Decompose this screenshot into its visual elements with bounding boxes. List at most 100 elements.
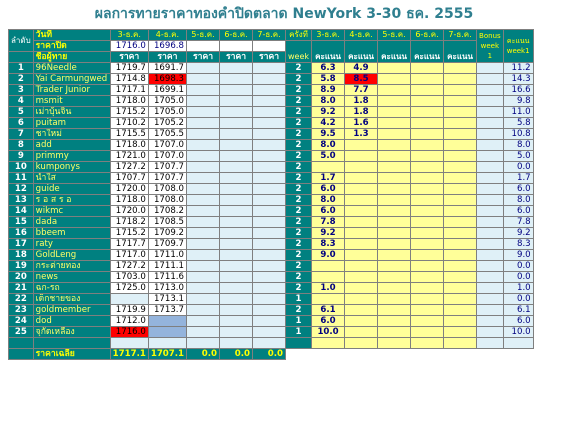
score-cell (443, 172, 478, 184)
price-cell (219, 183, 254, 195)
price-cell (252, 216, 287, 228)
week-cell: 2 (285, 183, 313, 195)
score-header: คะแนน (311, 40, 346, 63)
price-cell: 1710.2 (109, 117, 149, 129)
footer-gap (311, 348, 345, 360)
price-cell (219, 282, 254, 294)
score-date-header: 3-ธ.ค. (311, 29, 346, 41)
footer-gap (377, 348, 411, 360)
price-cell (252, 84, 287, 96)
price-cell (186, 128, 221, 140)
score-cell (344, 326, 379, 338)
score-cell: 8.5 (344, 73, 379, 85)
row-number: 5 (8, 106, 34, 118)
price-cell (252, 62, 287, 74)
score-cell: 1.8 (344, 95, 379, 107)
player-name: น้ำใส (32, 172, 111, 184)
table-row: 20 news 1703.0 1711.6 2 0.0 (8, 271, 534, 283)
price-cell (147, 326, 188, 338)
price-cell: 1708.0 (147, 183, 188, 195)
footer-gap (503, 348, 534, 360)
score-cell (344, 249, 379, 261)
score-cell (443, 249, 478, 261)
week-cell: 1 (285, 293, 313, 305)
bonus-cell (476, 227, 504, 239)
price-cell (186, 315, 221, 327)
week-cell: 1 (285, 326, 313, 338)
price-header: ราคา (219, 51, 254, 63)
spacer-cell (344, 337, 379, 349)
total-cell: 1.7 (502, 172, 534, 184)
bonus-cell (476, 271, 504, 283)
score-cell (344, 139, 379, 151)
score-cell (311, 271, 346, 283)
price-cell: 1711.6 (147, 271, 188, 283)
score-cell (377, 227, 412, 239)
total-cell: 8.3 (502, 238, 534, 250)
price-cell (186, 271, 221, 283)
score-cell (443, 304, 478, 316)
price-cell (252, 315, 287, 327)
price-cell: 1717.1 (109, 84, 149, 96)
score-cell: 6.3 (311, 62, 346, 74)
score-cell (443, 282, 478, 294)
price-cell: 1718.0 (109, 194, 149, 206)
score-cell (377, 150, 412, 162)
score-header: คะแนน (344, 40, 379, 63)
date-header: 7-ธ.ค. (252, 29, 287, 41)
row-number: 3 (8, 84, 34, 96)
price-cell (252, 117, 287, 129)
score-date-header: 6-ธ.ค. (410, 29, 445, 41)
score-cell (443, 117, 478, 129)
score-cell (410, 84, 445, 96)
score-cell (443, 205, 478, 217)
score-cell: 5.0 (311, 150, 346, 162)
bonus-cell (476, 117, 504, 129)
price-cell: 1708.2 (147, 205, 188, 217)
price-cell: 1719.7 (109, 62, 149, 74)
score-cell (443, 194, 478, 206)
bonus-cell (476, 73, 504, 85)
total-cell: 5.8 (502, 117, 534, 129)
price-cell (252, 326, 287, 338)
total-header: คะแนน week1 (502, 29, 534, 63)
player-name: wikmc (32, 205, 111, 217)
week-cell: 1 (285, 315, 313, 327)
score-cell (344, 194, 379, 206)
week-cell: 2 (285, 282, 313, 294)
score-cell (443, 183, 478, 195)
score-cell (377, 73, 412, 85)
page-title: ผลการทายราคาทองคำปิดตลาด NewYork 3-30 ธค… (94, 6, 474, 22)
price-cell: 1715.5 (109, 128, 149, 140)
row-number: 12 (8, 183, 34, 195)
spacer-cell (377, 337, 412, 349)
table-row: 5 เม่าบุ้นจิ้น 1715.2 1705.0 2 9.2 1.8 11.0 (8, 106, 534, 118)
score-cell (377, 326, 412, 338)
week-cell: 2 (285, 238, 313, 250)
price-cell (219, 227, 254, 239)
bonus-cell (476, 315, 504, 327)
price-cell: 1716.0 (109, 326, 149, 338)
price-cell (186, 172, 221, 184)
price-cell: 1708.0 (147, 194, 188, 206)
score-cell (377, 260, 412, 272)
week-cell: 2 (285, 205, 313, 217)
price-cell (186, 260, 221, 272)
price-cell (186, 117, 221, 129)
date-label: วันที่ (32, 29, 111, 41)
price-cell (252, 304, 287, 316)
row-number: 6 (8, 117, 34, 129)
average-value: 1707.1 (147, 348, 188, 360)
bonus-cell (476, 106, 504, 118)
price-cell: 1698.3 (147, 73, 188, 85)
price-cell (186, 249, 221, 261)
price-cell (186, 205, 221, 217)
price-cell (219, 293, 254, 305)
price-cell: 1705.0 (147, 106, 188, 118)
spacer-cell (443, 337, 478, 349)
price-header: ราคา (147, 51, 188, 63)
price-cell: 1714.8 (109, 73, 149, 85)
score-cell (344, 293, 379, 305)
table-row: 12 guide 1720.0 1708.0 2 6.0 6.0 (8, 183, 534, 195)
total-cell: 6.0 (502, 183, 534, 195)
